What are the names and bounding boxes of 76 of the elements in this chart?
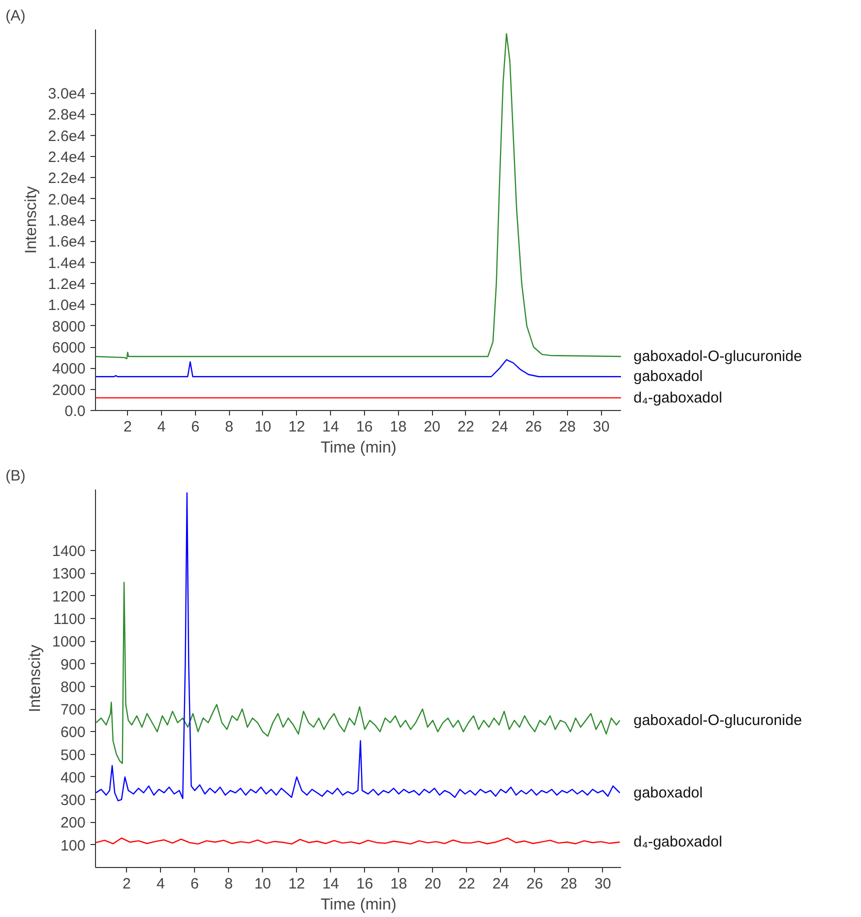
y-tick-label: 1.6e4 xyxy=(48,234,86,251)
x-tick-label: 10 xyxy=(254,418,272,436)
x-tick-label: 14 xyxy=(322,876,340,892)
y-tick-label: 0.0 xyxy=(64,403,86,420)
y-tick-label: 500 xyxy=(60,746,86,764)
y-tick-label: 2.0e4 xyxy=(48,191,86,208)
x-tick-label: 2 xyxy=(123,418,132,436)
x-tick-label: 22 xyxy=(458,418,474,436)
y-tick-label: 1300 xyxy=(52,566,86,583)
chart-title: (A) xyxy=(6,8,26,24)
y-tick-label: 2.6e4 xyxy=(48,128,86,145)
chart-title: (B) xyxy=(6,468,26,484)
x-tick-label: 22 xyxy=(458,876,476,892)
x-tick-label: 4 xyxy=(156,876,165,892)
y-tick-label: 700 xyxy=(60,702,86,719)
y-tick-label: 100 xyxy=(60,837,86,854)
line-series xyxy=(96,359,621,378)
x-tick-label: 24 xyxy=(491,418,508,436)
series-label: gaboxadol xyxy=(634,784,703,802)
y-tick-label: 1100 xyxy=(53,611,86,628)
x-tick-label: 12 xyxy=(288,876,306,892)
y-tick-label: 2000 xyxy=(52,382,86,399)
y-tick-label: 8000 xyxy=(52,318,86,336)
y-tick-label: 1.8e4 xyxy=(48,212,86,230)
x-tick-label: 16 xyxy=(356,418,373,436)
line-series xyxy=(96,33,621,360)
x-tick-label: 26 xyxy=(526,876,544,892)
line-series xyxy=(96,582,620,764)
x-tick-label: 20 xyxy=(424,418,440,436)
y-tick-label: 400 xyxy=(60,769,86,786)
y-tick-label: 900 xyxy=(60,656,86,674)
y-tick-label: 2.8e4 xyxy=(48,106,86,124)
x-tick-label: 28 xyxy=(560,876,578,892)
x-tick-label: 12 xyxy=(288,418,306,436)
x-tick-label: 28 xyxy=(559,418,576,436)
y-tick-label: 800 xyxy=(60,678,86,696)
x-tick-label: 6 xyxy=(190,876,199,892)
y-axis-title: Intenscity xyxy=(22,186,40,254)
series-label: gaboxadol-O-glucuronide xyxy=(634,712,802,729)
x-tick-label: 8 xyxy=(224,876,233,892)
x-tick-label: 10 xyxy=(254,876,272,892)
y-axis-title: Intenscity xyxy=(27,644,44,712)
x-tick-label: 4 xyxy=(157,418,166,436)
y-tick-label: 1.4e4 xyxy=(48,254,86,272)
y-tick-label: 1200 xyxy=(52,588,86,606)
x-tick-label: 30 xyxy=(592,418,610,436)
x-tick-label: 20 xyxy=(424,876,442,892)
series-label: gaboxadol xyxy=(634,368,703,386)
y-tick-label: 4000 xyxy=(52,360,86,378)
x-tick-label: 6 xyxy=(191,418,200,436)
x-tick-label: 24 xyxy=(492,876,510,892)
y-tick-label: 1400 xyxy=(52,543,86,560)
series-label: d₄-gaboxadol xyxy=(634,389,722,406)
x-tick-label: 18 xyxy=(390,876,408,892)
line-series xyxy=(96,492,620,802)
y-tick-label: 2.2e4 xyxy=(48,170,86,188)
y-tick-label: 6000 xyxy=(52,340,86,356)
y-tick-label: 1.0e4 xyxy=(48,297,86,314)
y-tick-label: 3.0e4 xyxy=(48,86,86,102)
x-tick-label: 2 xyxy=(122,876,131,892)
x-tick-label: 26 xyxy=(525,418,542,436)
y-tick-label: 2.4e4 xyxy=(48,149,86,166)
y-tick-label: 200 xyxy=(60,814,86,832)
x-tick-label: 30 xyxy=(594,876,612,892)
y-tick-label: 600 xyxy=(60,724,86,742)
x-tick-label: 8 xyxy=(224,418,234,436)
series-label: d₄-gaboxadol xyxy=(634,834,722,851)
series-label: gaboxadol-O-glucuronide xyxy=(634,348,802,366)
x-tick-label: 14 xyxy=(322,418,339,436)
x-tick-label: 16 xyxy=(356,876,374,892)
x-axis-title: Time (min) xyxy=(320,896,396,914)
y-tick-label: 300 xyxy=(60,792,86,810)
x-tick-label: 18 xyxy=(390,418,407,436)
y-tick-label: 1.2e4 xyxy=(48,276,86,293)
y-tick-label: 1000 xyxy=(52,634,86,651)
x-axis-title: Time (min) xyxy=(320,440,396,456)
